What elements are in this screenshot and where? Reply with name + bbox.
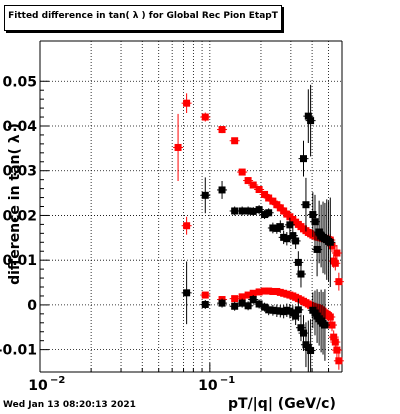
data-point (283, 235, 291, 243)
y-tick-label: 0.04 (2, 119, 37, 135)
data-point (333, 346, 341, 354)
timestamp: Wed Jan 13 08:20:13 2021 (3, 400, 136, 410)
data-point (321, 321, 329, 329)
data-point (249, 181, 257, 189)
data-point (330, 333, 338, 341)
data-point (297, 270, 305, 278)
data-point (307, 347, 315, 355)
x-axis-title: pT/|q| (GeV/c) (228, 396, 336, 412)
data-point (238, 293, 246, 301)
data-point (231, 295, 239, 303)
chart-title: Fitted difference in tan( λ ) for Global… (8, 11, 278, 21)
data-point (292, 312, 300, 320)
data-point (335, 357, 343, 365)
data-point (289, 232, 297, 240)
data-point (174, 143, 182, 151)
data-point (244, 177, 252, 185)
data-point (294, 306, 302, 314)
data-point (249, 289, 257, 297)
data-point (299, 155, 307, 163)
data-point (269, 197, 277, 205)
data-point (238, 299, 246, 307)
data-point (328, 321, 336, 329)
y-tick-label: 0 (27, 298, 37, 314)
data-point (315, 228, 323, 236)
chart-title-box: Fitted difference in tan( λ ) for Global… (4, 5, 282, 31)
data-point (231, 207, 239, 215)
data-point (201, 113, 209, 121)
y-axis-title: difference in tan( λ ) (7, 123, 23, 285)
data-point (218, 299, 226, 307)
data-point (244, 302, 252, 310)
data-point (238, 168, 246, 176)
data-point (201, 300, 209, 308)
plot-area (40, 41, 342, 372)
data-point (261, 190, 269, 198)
data-point (302, 201, 310, 209)
data-point (249, 296, 257, 304)
data-point (311, 218, 319, 226)
data-point (333, 249, 341, 257)
data-point (255, 288, 263, 296)
data-point (183, 99, 191, 107)
data-point (238, 207, 246, 215)
data-point (313, 245, 321, 253)
data-point (201, 191, 209, 199)
data-point (244, 207, 252, 215)
data-point (261, 303, 269, 311)
data-point (255, 300, 263, 308)
data-point (255, 206, 263, 214)
data-point (218, 186, 226, 194)
data-point (331, 259, 339, 267)
data-point (328, 242, 336, 250)
data-point (307, 117, 315, 125)
data-point (261, 211, 269, 219)
y-tick-label: 0.03 (2, 164, 37, 180)
data-point (183, 289, 191, 297)
x-tick-label: 10 (28, 378, 48, 394)
y-tick-label: 0.05 (2, 74, 37, 90)
data-point (335, 278, 343, 286)
data-point (276, 223, 284, 231)
data-point (299, 329, 307, 337)
data-point (231, 137, 239, 145)
data-point (294, 258, 302, 266)
data-point (201, 291, 209, 299)
data-point (265, 194, 273, 202)
data-point (286, 221, 294, 229)
y-tick-label: 0.01 (2, 253, 37, 269)
data-point (304, 112, 312, 120)
data-point (326, 238, 334, 246)
y-tick-label: -0.01 (0, 343, 37, 359)
data-point (183, 222, 191, 230)
data-point (244, 291, 252, 299)
data-point (326, 313, 334, 321)
data-point (218, 126, 226, 134)
data-point (309, 211, 317, 219)
data-point (297, 324, 305, 332)
data-point (231, 302, 239, 310)
x-tick-exponent: −1 (220, 375, 235, 386)
x-tick-exponent: −2 (50, 375, 65, 386)
data-point (331, 338, 339, 346)
data-point (292, 237, 300, 245)
data-point (249, 207, 257, 215)
data-point (255, 186, 263, 194)
x-tick-label: 10 (198, 378, 218, 394)
data-point (265, 209, 273, 217)
y-tick-label: 0.02 (2, 208, 37, 224)
